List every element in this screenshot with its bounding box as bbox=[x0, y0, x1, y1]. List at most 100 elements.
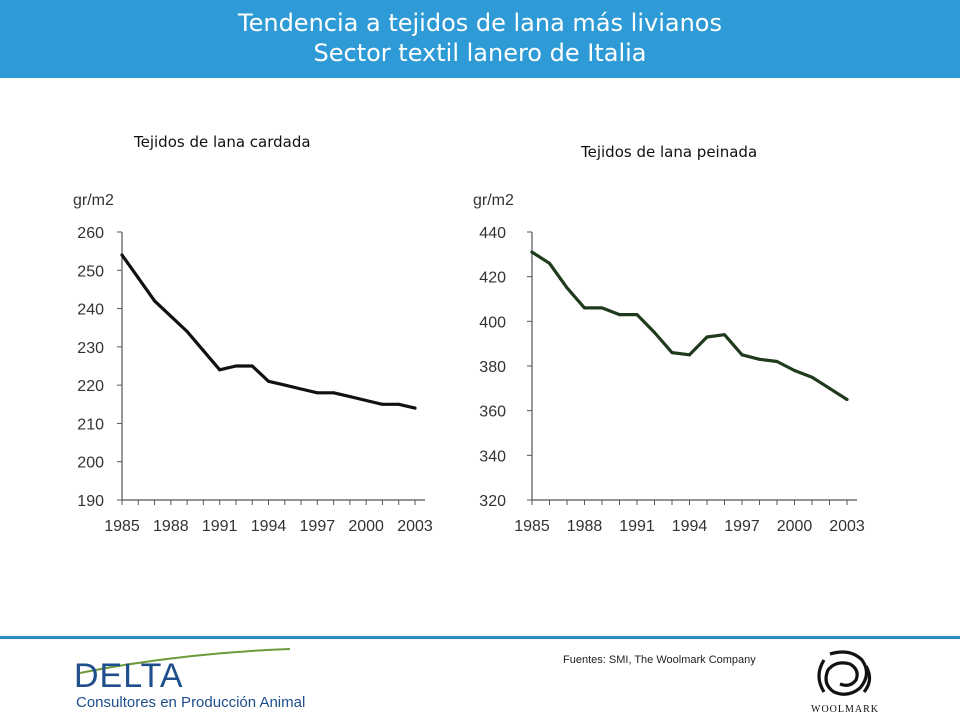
y-tick: 230 bbox=[77, 340, 122, 357]
y-axis-unit: gr/m2 bbox=[473, 192, 514, 209]
x-tick-label: 1994 bbox=[672, 518, 708, 535]
slide-title: Tendencia a tejidos de lana más livianos bbox=[238, 9, 722, 37]
delta-logo-word: DELTA bbox=[74, 657, 184, 695]
data-point bbox=[299, 387, 303, 391]
x-tick-label: 2000 bbox=[777, 518, 813, 535]
data-point bbox=[565, 286, 569, 290]
y-tick-label: 250 bbox=[77, 263, 104, 280]
data-point bbox=[120, 253, 124, 257]
y-tick: 200 bbox=[77, 455, 122, 472]
delta-logo-swoosh bbox=[79, 648, 291, 674]
y-tick-label: 200 bbox=[77, 455, 104, 472]
x-tick-label: 1997 bbox=[724, 518, 760, 535]
data-point bbox=[653, 331, 656, 334]
title-banner: Tendencia a tejidos de lana más livianos… bbox=[0, 0, 960, 78]
y-tick-label: 360 bbox=[479, 404, 506, 421]
y-tick-label: 340 bbox=[479, 448, 506, 465]
data-point bbox=[332, 391, 336, 395]
data-point bbox=[267, 379, 270, 383]
data-point bbox=[670, 351, 674, 355]
y-tick: 220 bbox=[77, 378, 122, 395]
series-line bbox=[530, 250, 849, 402]
y-axis-unit: gr/m2 bbox=[73, 192, 114, 209]
woolmark-ball-icon bbox=[817, 650, 872, 696]
data-point bbox=[234, 364, 238, 368]
y-tick-label: 190 bbox=[77, 493, 104, 510]
data-point bbox=[758, 357, 761, 361]
y-tick: 360 bbox=[479, 404, 532, 421]
data-point bbox=[218, 368, 222, 372]
y-tick-label: 220 bbox=[77, 378, 104, 395]
data-point bbox=[583, 306, 586, 310]
y-tick: 340 bbox=[479, 448, 532, 465]
chart-cardada: gr/m2 190 200 210 220 230 240 250 260 1985 1988 199… bbox=[73, 192, 433, 535]
slide-subtitle: Sector textil lanero de Italia bbox=[313, 39, 647, 67]
data-point bbox=[250, 364, 254, 368]
y-tick: 240 bbox=[77, 302, 122, 319]
woolmark-word: WOOLMARK bbox=[811, 704, 879, 715]
data-point bbox=[845, 398, 849, 401]
y-tick: 380 bbox=[479, 359, 532, 376]
delta-logo: DELTA Consultores en Producción Animal bbox=[74, 648, 305, 711]
x-tick-label: 1985 bbox=[514, 518, 550, 535]
data-point bbox=[688, 353, 691, 357]
y-tick-label: 260 bbox=[77, 225, 104, 242]
y-tick: 190 bbox=[77, 493, 122, 510]
data-point bbox=[413, 406, 417, 410]
data-point bbox=[153, 299, 157, 303]
data-point bbox=[201, 349, 205, 353]
data-point bbox=[618, 313, 621, 317]
y-tick-label: 240 bbox=[77, 302, 104, 319]
x-tick-label: 2003 bbox=[397, 518, 433, 535]
data-point bbox=[136, 276, 140, 280]
source-note: Fuentes: SMI, The Woolmark Company bbox=[563, 654, 756, 666]
x-tick-label: 1997 bbox=[300, 518, 336, 535]
y-tick: 400 bbox=[479, 314, 532, 331]
data-point bbox=[810, 375, 814, 379]
y-tick-label: 230 bbox=[77, 340, 104, 357]
y-tick: 440 bbox=[479, 225, 532, 242]
footer-rule bbox=[0, 636, 960, 639]
y-tick-label: 440 bbox=[479, 225, 506, 242]
y-tick-label: 400 bbox=[479, 314, 506, 331]
x-tick-label: 1988 bbox=[567, 518, 603, 535]
chart-peinada: gr/m2 320 340 360 380 400 420 440 1985 1988 1991 19… bbox=[473, 192, 865, 535]
y-tick-label: 320 bbox=[479, 493, 506, 510]
chart1-title: Tejidos de lana cardada bbox=[134, 133, 311, 151]
x-tick-label: 1991 bbox=[202, 518, 238, 535]
data-point bbox=[364, 398, 368, 402]
data-point bbox=[185, 330, 189, 334]
data-point bbox=[283, 383, 287, 387]
data-point bbox=[600, 306, 604, 310]
data-point bbox=[635, 313, 639, 317]
data-point bbox=[723, 333, 726, 337]
data-point bbox=[348, 395, 352, 399]
data-point bbox=[740, 353, 744, 357]
data-point bbox=[380, 402, 384, 406]
data-point bbox=[397, 402, 401, 406]
x-tick-label: 1985 bbox=[104, 518, 140, 535]
data-point bbox=[793, 368, 796, 372]
x-tick-label: 1994 bbox=[251, 518, 287, 535]
y-tick-label: 210 bbox=[77, 416, 104, 433]
y-tick-label: 420 bbox=[479, 270, 506, 287]
chart2-title: Tejidos de lana peinada bbox=[581, 143, 758, 161]
delta-logo-tagline: Consultores en Producción Animal bbox=[76, 694, 305, 711]
y-tick-label: 380 bbox=[479, 359, 506, 376]
x-tick-label: 1988 bbox=[153, 518, 189, 535]
woolmark-logo: WOOLMARK bbox=[811, 650, 879, 715]
data-point bbox=[705, 335, 709, 339]
y-tick: 420 bbox=[479, 270, 532, 287]
x-tick-label: 2003 bbox=[829, 518, 865, 535]
x-tick-label: 1991 bbox=[619, 518, 655, 535]
data-point bbox=[548, 261, 551, 265]
data-point bbox=[828, 386, 831, 390]
x-tick-label: 2000 bbox=[348, 518, 384, 535]
data-point bbox=[169, 314, 173, 318]
data-point bbox=[315, 391, 319, 395]
data-point bbox=[530, 250, 534, 254]
y-tick: 250 bbox=[77, 263, 122, 280]
data-point bbox=[775, 360, 779, 364]
y-tick: 320 bbox=[479, 493, 532, 510]
y-tick: 260 bbox=[77, 225, 122, 242]
